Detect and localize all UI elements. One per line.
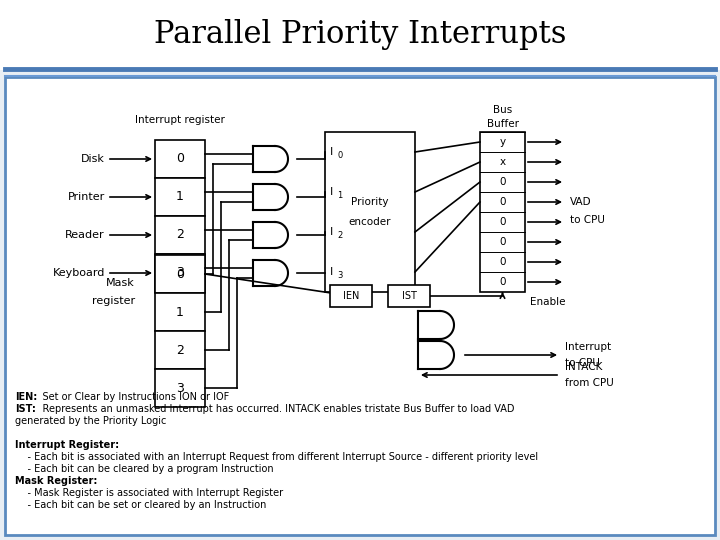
Bar: [330, 285, 372, 307]
Text: IST: IST: [402, 291, 416, 301]
Text: - Each bit can be cleared by a program Instruction: - Each bit can be cleared by a program I…: [15, 464, 274, 474]
Text: - Mask Register is associated with Interrupt Register: - Mask Register is associated with Inter…: [15, 488, 283, 498]
Text: Interrupt: Interrupt: [565, 342, 611, 352]
Text: from CPU: from CPU: [565, 378, 613, 388]
Text: 3: 3: [176, 267, 184, 280]
Bar: [325, 132, 415, 292]
Text: 0: 0: [499, 177, 505, 187]
Text: Mask: Mask: [107, 278, 135, 288]
Text: Bus: Bus: [493, 105, 512, 115]
Text: I: I: [330, 227, 333, 237]
Polygon shape: [253, 146, 288, 172]
Text: 1: 1: [176, 191, 184, 204]
Text: IST:: IST:: [15, 404, 36, 414]
Bar: [155, 369, 205, 407]
Text: 0: 0: [176, 152, 184, 165]
Text: Buffer: Buffer: [487, 119, 518, 129]
Text: Parallel Priority Interrupts: Parallel Priority Interrupts: [154, 19, 566, 51]
Text: 0: 0: [499, 237, 505, 247]
Text: 0: 0: [499, 197, 505, 207]
Text: Enable: Enable: [530, 297, 565, 307]
Text: Set or Clear by Instructions ION or IOF: Set or Clear by Instructions ION or IOF: [30, 392, 229, 402]
Text: to CPU: to CPU: [570, 215, 605, 225]
Text: 2: 2: [176, 228, 184, 241]
Text: IEN:: IEN:: [15, 392, 37, 402]
Text: y: y: [500, 137, 505, 147]
Bar: [155, 254, 205, 292]
Bar: [155, 216, 205, 254]
Text: Mask Register:: Mask Register:: [15, 476, 97, 486]
Text: generated by the Priority Logic: generated by the Priority Logic: [15, 416, 166, 426]
Text: I: I: [330, 147, 333, 157]
Polygon shape: [253, 222, 288, 248]
Text: 2: 2: [337, 232, 342, 240]
Text: Priority: Priority: [351, 197, 389, 207]
Text: encoder: encoder: [348, 217, 391, 227]
Polygon shape: [418, 341, 454, 369]
Bar: [480, 132, 525, 292]
Bar: [0, 0, 720, 70]
Bar: [155, 331, 205, 369]
Text: VAD: VAD: [570, 197, 592, 207]
Text: 0: 0: [176, 267, 184, 280]
Bar: [155, 293, 205, 331]
Text: 0: 0: [337, 152, 342, 160]
Text: 1: 1: [337, 192, 342, 200]
Text: 3: 3: [176, 381, 184, 395]
Polygon shape: [253, 260, 288, 286]
Text: Keyboard: Keyboard: [53, 268, 105, 278]
Text: INTACK: INTACK: [565, 362, 603, 372]
Text: 0: 0: [499, 257, 505, 267]
Text: I: I: [330, 187, 333, 197]
Polygon shape: [418, 311, 454, 339]
Text: x: x: [500, 157, 505, 167]
Polygon shape: [253, 184, 288, 210]
Text: Printer: Printer: [68, 192, 105, 202]
Bar: [155, 140, 205, 178]
Bar: [155, 178, 205, 216]
Bar: [155, 255, 205, 293]
Text: IEN: IEN: [343, 291, 359, 301]
Text: to CPU: to CPU: [565, 358, 600, 368]
Bar: [5, 77, 715, 535]
Bar: [388, 285, 430, 307]
Text: Reader: Reader: [66, 230, 105, 240]
Text: 0: 0: [499, 217, 505, 227]
Text: Interrupt register: Interrupt register: [135, 115, 225, 125]
Text: 0: 0: [499, 277, 505, 287]
Text: 3: 3: [337, 272, 343, 280]
Text: 1: 1: [176, 306, 184, 319]
Text: Interrupt Register:: Interrupt Register:: [15, 440, 119, 450]
Text: Disk: Disk: [81, 154, 105, 164]
Text: register: register: [92, 296, 135, 306]
Text: - Each bit can be set or cleared by an Instruction: - Each bit can be set or cleared by an I…: [15, 500, 266, 510]
Text: Represents an unmasked Interrupt has occurred. INTACK enables tristate Bus Buffe: Represents an unmasked Interrupt has occ…: [30, 404, 514, 414]
Text: - Each bit is associated with an Interrupt Request from different Interrupt Sour: - Each bit is associated with an Interru…: [15, 452, 538, 462]
Text: I: I: [330, 267, 333, 277]
Text: 2: 2: [176, 343, 184, 356]
